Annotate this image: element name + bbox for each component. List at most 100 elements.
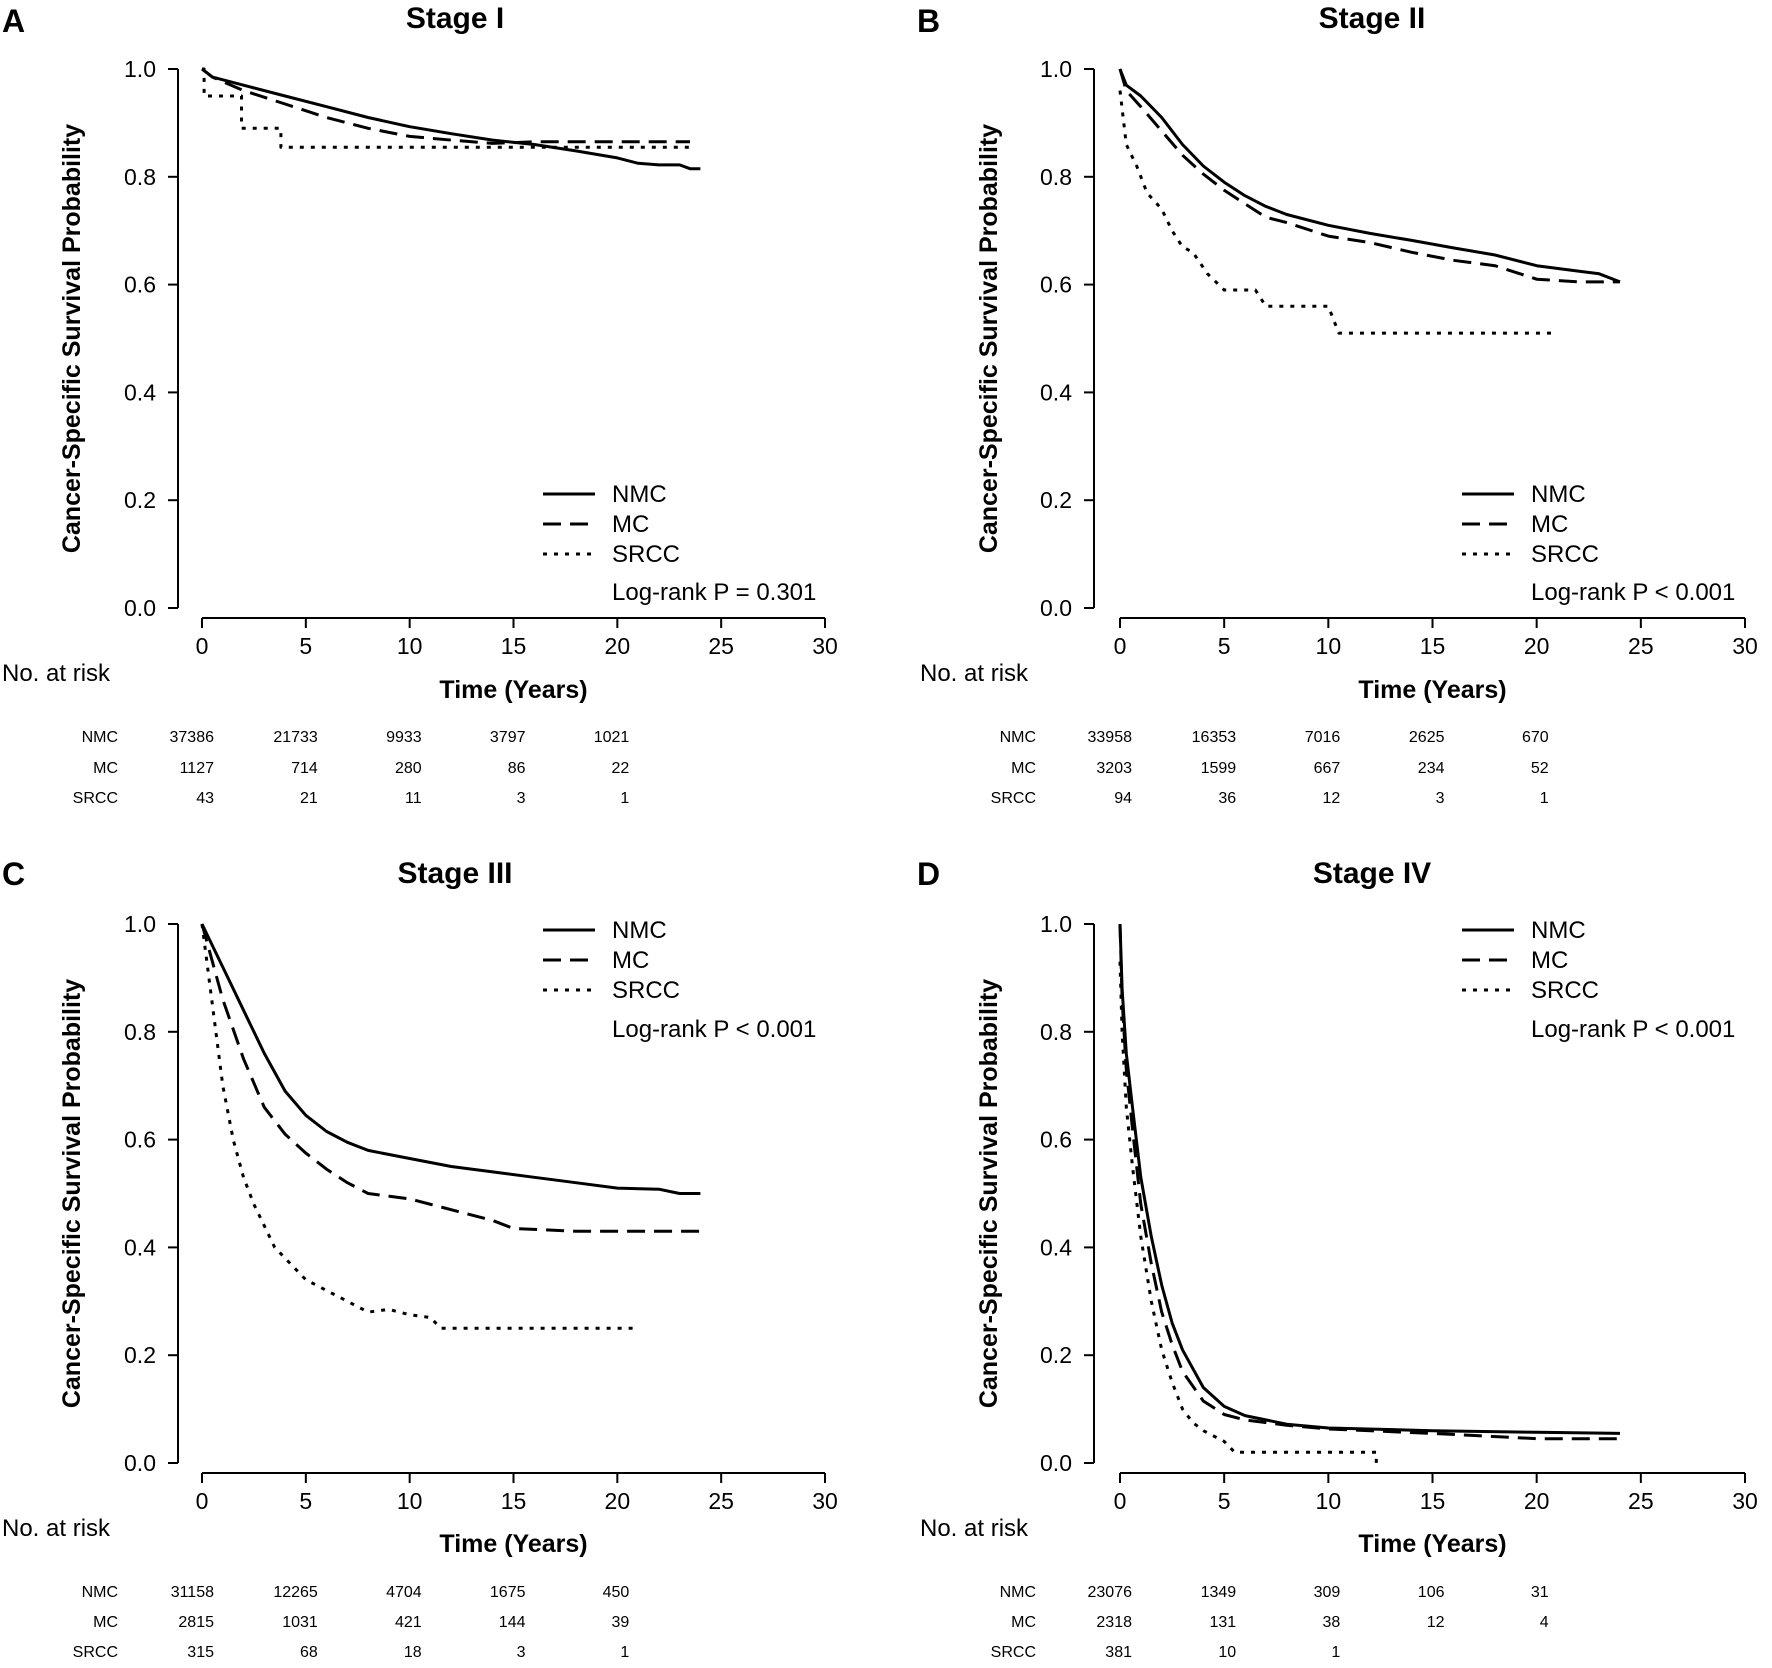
risk-count: 234 xyxy=(1418,760,1445,777)
risk-count: 450 xyxy=(603,1584,630,1601)
risk-group-label: NMC xyxy=(82,729,118,746)
y-tick-label: 0.4 xyxy=(124,379,156,405)
risk-count: 10 xyxy=(1218,1644,1236,1661)
y-tick-label: 0.0 xyxy=(124,1450,156,1476)
risk-count: 9933 xyxy=(386,729,422,746)
legend-label: SRCC xyxy=(612,977,680,1004)
risk-count: 280 xyxy=(395,760,422,777)
x-tick-label: 20 xyxy=(605,1488,631,1514)
risk-table-heading: No. at risk xyxy=(2,660,111,687)
series-line-srcc xyxy=(1120,91,1558,334)
y-axis-label: Cancer-Specific Survival Probability xyxy=(58,124,86,553)
x-axis-label: Time (Years) xyxy=(1358,676,1506,704)
risk-count: 3 xyxy=(517,1644,526,1661)
risk-count: 1599 xyxy=(1201,760,1237,777)
risk-table-heading: No. at risk xyxy=(920,1515,1029,1542)
risk-group-label: SRCC xyxy=(73,1644,118,1661)
series-line-srcc xyxy=(1120,962,1376,1463)
legend-label: NMC xyxy=(1531,917,1586,944)
risk-count: 1021 xyxy=(594,729,630,746)
y-axis-label: Cancer-Specific Survival Probability xyxy=(58,979,86,1408)
y-tick-label: 0.4 xyxy=(1040,379,1072,405)
y-tick-label: 1.0 xyxy=(124,56,156,82)
y-tick-label: 0.0 xyxy=(1040,1450,1072,1476)
x-tick-label: 5 xyxy=(299,1488,312,1514)
y-tick-label: 0.2 xyxy=(1040,487,1072,513)
y-tick-label: 0.8 xyxy=(124,164,156,190)
y-tick-label: 0.2 xyxy=(1040,1342,1072,1368)
risk-count: 1 xyxy=(1540,790,1549,807)
x-tick-label: 15 xyxy=(1420,1488,1446,1514)
legend-label: NMC xyxy=(1531,481,1586,508)
legend-label: MC xyxy=(1531,947,1568,974)
x-tick-label: 10 xyxy=(397,1488,423,1514)
risk-count: 31 xyxy=(1531,1584,1549,1601)
x-tick-label: 5 xyxy=(1218,633,1231,659)
risk-count: 23076 xyxy=(1088,1584,1133,1601)
x-tick-label: 20 xyxy=(605,633,631,659)
risk-count: 381 xyxy=(1105,1644,1132,1661)
y-tick-label: 1.0 xyxy=(124,911,156,937)
legend-label: NMC xyxy=(612,917,667,944)
x-tick-label: 15 xyxy=(501,1488,527,1514)
risk-count: 1 xyxy=(620,1644,629,1661)
y-tick-label: 0.4 xyxy=(1040,1234,1072,1260)
x-tick-label: 0 xyxy=(196,633,209,659)
x-tick-label: 20 xyxy=(1524,633,1550,659)
risk-count: 1675 xyxy=(490,1584,526,1601)
risk-count: 37386 xyxy=(170,729,215,746)
risk-count: 667 xyxy=(1314,760,1341,777)
risk-count: 3203 xyxy=(1096,760,1132,777)
y-tick-label: 0.0 xyxy=(124,595,156,621)
y-tick-label: 0.2 xyxy=(124,487,156,513)
y-tick-label: 0.4 xyxy=(124,1234,156,1260)
panel-d: D Stage IV 0.0 0.2 0.4 0.6 0.8 1.0 0 5 10 15 20 25 30 C… xyxy=(917,856,1758,1661)
x-tick-label: 25 xyxy=(1628,633,1654,659)
x-tick-label: 15 xyxy=(1420,633,1446,659)
x-tick-label: 30 xyxy=(812,633,838,659)
risk-count: 94 xyxy=(1114,790,1132,807)
x-tick-label: 15 xyxy=(501,633,527,659)
risk-count: 2815 xyxy=(178,1614,214,1631)
x-tick-label: 0 xyxy=(1114,633,1127,659)
legend-label: SRCC xyxy=(1531,541,1599,568)
risk-group-label: SRCC xyxy=(991,790,1036,807)
risk-count: 714 xyxy=(291,760,318,777)
y-axis-label: Cancer-Specific Survival Probability xyxy=(975,124,1003,553)
panel-letter: B xyxy=(917,3,940,39)
series-line-nmc xyxy=(1120,69,1620,282)
panel-letter: C xyxy=(2,856,25,892)
risk-count: 18 xyxy=(404,1644,422,1661)
risk-count: 2625 xyxy=(1409,729,1445,746)
risk-count: 1349 xyxy=(1201,1584,1237,1601)
risk-count: 38 xyxy=(1323,1614,1341,1631)
risk-group-label: NMC xyxy=(82,1584,118,1601)
y-tick-label: 0.6 xyxy=(1040,272,1072,298)
x-tick-label: 10 xyxy=(397,633,423,659)
y-tick-label: 1.0 xyxy=(1040,56,1072,82)
y-tick-label: 0.0 xyxy=(1040,595,1072,621)
risk-count: 33958 xyxy=(1088,729,1133,746)
risk-count: 315 xyxy=(187,1644,214,1661)
panel-title: Stage II xyxy=(1319,2,1426,35)
risk-count: 309 xyxy=(1314,1584,1341,1601)
y-tick-label: 1.0 xyxy=(1040,911,1072,937)
x-tick-label: 20 xyxy=(1524,1488,1550,1514)
x-axis-label: Time (Years) xyxy=(439,676,587,704)
series-line-nmc xyxy=(202,69,700,169)
log-rank-pvalue: Log-rank P < 0.001 xyxy=(1531,1016,1735,1043)
risk-count: 16353 xyxy=(1192,729,1237,746)
risk-count: 1 xyxy=(1331,1644,1340,1661)
risk-count: 22 xyxy=(612,760,630,777)
risk-count: 68 xyxy=(300,1644,318,1661)
legend-label: MC xyxy=(612,947,649,974)
log-rank-pvalue: Log-rank P = 0.301 xyxy=(612,579,816,606)
risk-count: 3797 xyxy=(490,729,526,746)
risk-group-label: SRCC xyxy=(991,1644,1036,1661)
x-axis-label: Time (Years) xyxy=(439,1530,587,1558)
risk-count: 39 xyxy=(612,1614,630,1631)
figure-canvas: A Stage I0.00.20.40.60.81.00 5 10 15 20 25 30Ca… xyxy=(0,0,1772,1668)
legend-label: SRCC xyxy=(1531,977,1599,1004)
risk-count: 12265 xyxy=(273,1584,318,1601)
risk-count: 21733 xyxy=(273,729,318,746)
